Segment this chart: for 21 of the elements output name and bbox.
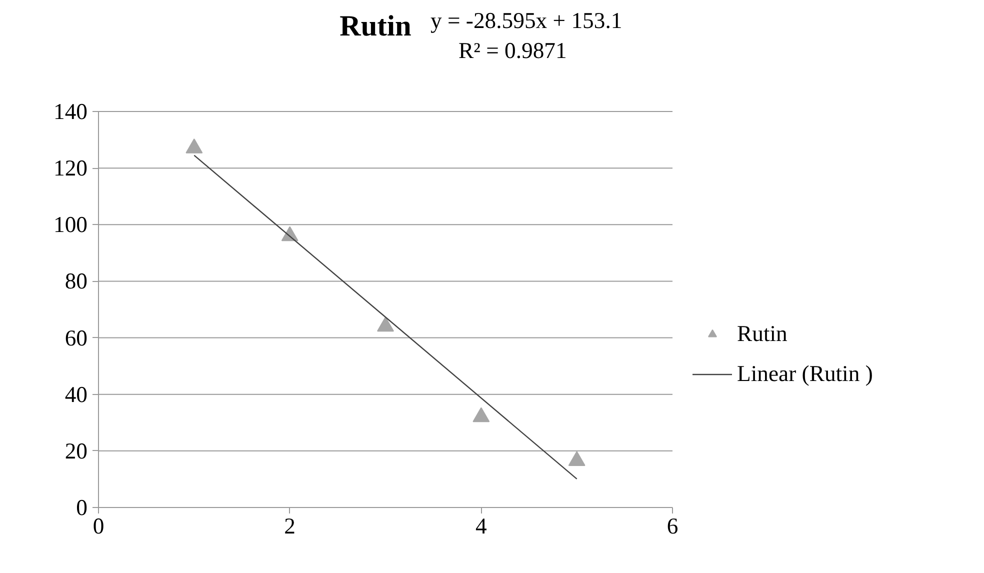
y-tick-label: 0 (76, 495, 88, 520)
legend-label: Rutin (737, 321, 788, 347)
x-tick-label: 2 (284, 514, 296, 538)
point (568, 451, 586, 466)
y-tick-label: 40 (64, 382, 88, 407)
point (472, 407, 490, 422)
legend-label: Linear (Rutin ) (737, 361, 873, 387)
text: y = -28.595x + 153.1 (430, 8, 622, 33)
x-tick-label: 6 (666, 514, 678, 538)
y-tick-label: 100 (54, 212, 88, 238)
y-tick-label: 80 (64, 268, 88, 294)
y-tick-label: 20 (64, 438, 88, 464)
text: R² = 0.9871 (458, 38, 567, 63)
y-tick-label: 120 (54, 156, 88, 181)
x-tick-label: 0 (92, 514, 104, 538)
y-tick-label: 140 (54, 99, 88, 124)
point (186, 138, 203, 154)
chart-title: Rutin (340, 10, 412, 42)
y-tick-label: 60 (64, 325, 88, 350)
point (377, 316, 394, 332)
x-tick-label: 4 (476, 514, 487, 538)
